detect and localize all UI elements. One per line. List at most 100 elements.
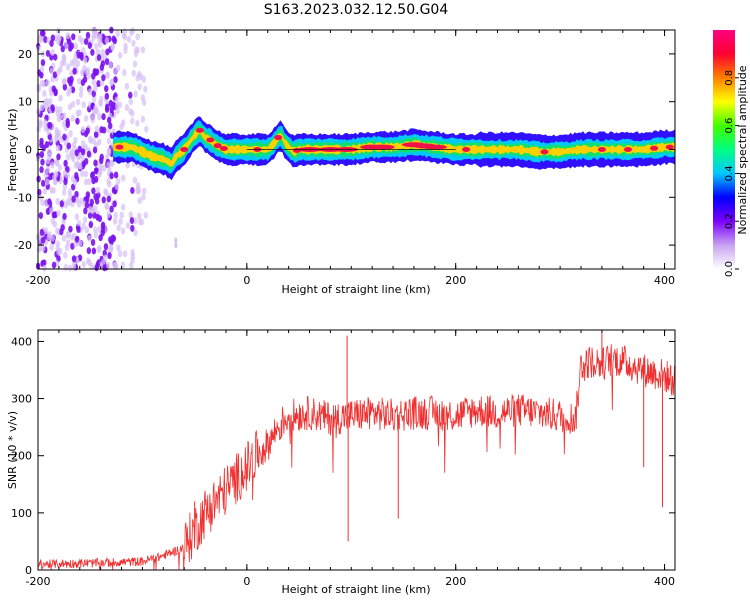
noise-blob: [104, 58, 110, 66]
noise-blob: [84, 226, 90, 234]
noise-blob: [63, 159, 68, 167]
snr-y-axis-label: SNR (10 * v/v): [6, 411, 19, 489]
noise-blob: [118, 218, 123, 226]
noise-blob: [92, 146, 98, 154]
noise-blob: [132, 176, 138, 184]
noise-blob: [86, 150, 92, 158]
ridge-core: [650, 145, 659, 151]
spectrogram-axes: -200 0 200 400 -20 -10 0 10 20: [14, 30, 675, 287]
noise-blob: [77, 145, 82, 153]
noise-blob: [62, 77, 67, 85]
noise-blob: [76, 51, 82, 59]
noise-blob: [49, 39, 54, 47]
noise-blob: [50, 104, 55, 112]
noise-blob: [109, 78, 114, 86]
noise-blob: [50, 48, 55, 56]
spectrogram-y-tick-label: 20: [18, 48, 32, 61]
noise-blob: [76, 220, 82, 228]
snr-y-tick-label: 100: [11, 507, 32, 520]
snr-y-tick-label: 0: [25, 564, 32, 577]
noise-blob: [133, 90, 138, 98]
noise-blob: [84, 201, 90, 209]
noise-blob: [88, 135, 93, 143]
noise-blob: [120, 227, 126, 235]
noise-blob: [69, 42, 74, 50]
noise-blob: [70, 114, 75, 122]
spectrogram-y-tick-label: 0: [25, 144, 32, 157]
noise-blob: [83, 178, 89, 186]
noise-blob: [83, 170, 89, 178]
spectrogram-x-tick-label: 400: [654, 274, 675, 287]
noise-blob: [51, 85, 57, 93]
noise-blob: [104, 92, 110, 100]
noise-blob: [40, 244, 46, 252]
noise-blob: [108, 61, 113, 69]
noise-blob: [93, 231, 99, 239]
noise-blob: [80, 126, 86, 134]
noise-blob: [105, 48, 110, 56]
noise-blob: [83, 114, 89, 122]
ridge-core: [219, 146, 228, 152]
noise-blob: [56, 209, 61, 217]
noise-blob: [101, 113, 106, 121]
noise-blob: [98, 33, 103, 41]
noise-blob: [40, 199, 45, 207]
noise-blob: [140, 94, 146, 102]
noise-blob: [82, 216, 88, 224]
noise-blob: [87, 234, 92, 242]
noise-blob: [38, 119, 43, 127]
noise-blob: [49, 186, 54, 194]
noise-blob: [48, 97, 53, 105]
noise-blob: [174, 242, 178, 249]
noise-blob: [40, 59, 46, 67]
noise-blob: [53, 170, 59, 178]
noise-blob: [40, 236, 46, 244]
ridge-core: [597, 147, 606, 152]
noise-blob: [91, 247, 97, 255]
snr-x-tick-label: -200: [26, 575, 51, 588]
noise-blob: [65, 32, 71, 40]
noise-blob: [128, 91, 133, 99]
noise-blob: [71, 33, 76, 41]
spectrogram-y-tick-label: 10: [18, 96, 32, 109]
noise-blob: [44, 178, 50, 186]
noise-blob: [68, 225, 73, 233]
noise-blob: [45, 79, 50, 87]
noise-blob: [39, 228, 45, 236]
noise-blob: [110, 43, 115, 51]
noise-blob: [67, 103, 73, 111]
snr-x-tick-label: 400: [654, 575, 675, 588]
colorbar-tick-label: 0.6: [724, 118, 735, 134]
noise-blob: [67, 264, 73, 272]
noise-blob: [68, 79, 73, 87]
noise-blob: [72, 67, 77, 75]
noise-blob: [75, 110, 80, 118]
noise-blob: [130, 186, 135, 194]
noise-blob: [119, 211, 125, 219]
ridge-core: [274, 135, 283, 141]
noise-blob: [73, 178, 78, 186]
noise-blob: [125, 221, 131, 229]
noise-blob: [77, 35, 83, 43]
snr-series-line: [37, 344, 676, 571]
noise-blob: [75, 98, 81, 106]
noise-blob: [106, 137, 112, 145]
noise-blob: [69, 148, 75, 156]
noise-blob: [93, 28, 98, 36]
noise-blob: [46, 233, 52, 241]
noise-blob: [65, 120, 70, 128]
noise-blob: [90, 206, 95, 214]
noise-blob: [43, 124, 48, 132]
noise-blob: [93, 193, 98, 201]
noise-blob: [67, 86, 72, 94]
noise-blob: [45, 157, 51, 165]
noise-blob: [106, 210, 111, 218]
noise-blob: [43, 119, 48, 127]
spectrogram-panel: -200 0 200 400 -20 -10 0 10 20 Height of straigh…: [6, 26, 676, 296]
noise-blob: [87, 41, 93, 49]
noise-blob: [137, 197, 142, 205]
noise-blob: [129, 117, 135, 125]
noise-blob: [123, 42, 128, 50]
noise-blob: [143, 85, 148, 93]
noise-blob: [56, 153, 61, 161]
